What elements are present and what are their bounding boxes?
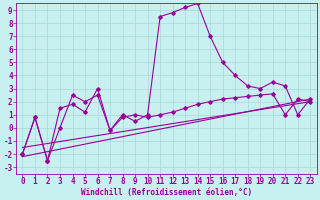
X-axis label: Windchill (Refroidissement éolien,°C): Windchill (Refroidissement éolien,°C) <box>81 188 252 197</box>
